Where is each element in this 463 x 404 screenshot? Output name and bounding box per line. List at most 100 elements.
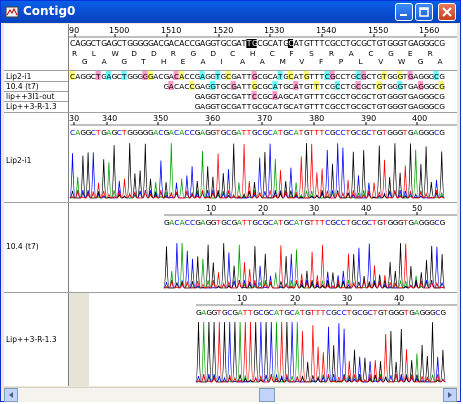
base-call: G <box>164 128 170 137</box>
read-base: G <box>283 82 289 91</box>
read-base: T <box>215 72 221 81</box>
read-base: T <box>246 102 252 111</box>
trace-label-lip2-i1[interactable]: Lip2-i1 <box>6 156 32 165</box>
aa-letter: A <box>260 57 265 66</box>
base-call: G <box>252 218 258 227</box>
scroll-right-button[interactable] <box>443 388 457 402</box>
trace-label-lip3-r[interactable]: Lip++3-R-1.3 <box>6 335 57 344</box>
consensus-base: G <box>205 39 211 48</box>
read-base: T <box>345 92 351 101</box>
trace-channel-A <box>69 143 445 199</box>
trace-label-10-4-t7[interactable]: 10.4 (t7) <box>6 242 39 251</box>
consensus-base: G <box>80 39 86 48</box>
scroll-left-button[interactable] <box>4 388 18 402</box>
base-highlight <box>272 91 278 100</box>
consensus-base: T <box>402 39 408 48</box>
trace-channel-T <box>163 243 445 289</box>
maximize-button[interactable] <box>415 3 433 21</box>
read-base: C <box>356 72 361 81</box>
base-call: T <box>309 218 315 227</box>
read-base: G <box>210 92 216 101</box>
separator <box>4 292 457 293</box>
read-base: C <box>335 72 340 81</box>
base-call: G <box>80 128 86 137</box>
consensus-base: G <box>429 39 435 48</box>
consensus-base: G <box>210 39 216 48</box>
close-button[interactable] <box>438 3 456 21</box>
base-call: G <box>86 128 92 137</box>
base-call: G <box>377 128 383 137</box>
read-base: G <box>387 102 393 111</box>
base-call: C <box>258 218 263 227</box>
read-base: C <box>190 72 195 81</box>
title-bar[interactable]: Contig0 <box>1 1 460 23</box>
consensus-base: C <box>268 39 273 48</box>
read-base: C <box>434 92 439 101</box>
base-call: C <box>289 218 294 227</box>
read-base: T <box>215 82 221 91</box>
read-base: G <box>205 102 211 111</box>
base-call: A <box>274 308 279 317</box>
read-base: T <box>402 82 408 91</box>
read-base: T <box>121 72 127 81</box>
consensus-base: G <box>112 39 118 48</box>
scroll-thumb[interactable] <box>259 388 275 402</box>
chromatogram-10-4-t7[interactable]: 10 20 30 40 50G A C A C C G A G G T G C G A T T G C G C A T G C A T G T T… <box>69 203 457 292</box>
chromatogram-lip3-r[interactable]: 10 20 30 40G A G G T G C G A T T G C G C A T G C A T G T T T C G C C T G C… <box>69 293 457 386</box>
read-base: G <box>262 72 268 81</box>
trace-ruler-label: 20 <box>258 204 268 213</box>
consensus-base: C <box>184 39 189 48</box>
read-base: T <box>319 82 325 91</box>
base-call: G <box>196 308 202 317</box>
row-label-lip3i1-out[interactable]: lip++3I1-out <box>6 92 55 101</box>
base-call: G <box>362 218 368 227</box>
contig-editor[interactable]: Lip2-i1 10.4 (t7) lip++3I1-out Lip++3-R-… <box>4 24 457 386</box>
read-base: G <box>398 92 404 101</box>
read-base: C <box>252 92 257 101</box>
base-call: G <box>419 218 425 227</box>
base-call: A <box>201 308 206 317</box>
minimize-button[interactable] <box>395 3 413 21</box>
consensus-base: C <box>91 39 96 48</box>
consensus-base: T <box>215 39 221 48</box>
consensus-base: G <box>283 39 289 48</box>
consensus-base: G <box>86 39 92 48</box>
row-label-10-4-t7[interactable]: 10.4 (t7) <box>6 82 39 91</box>
read-base: G <box>387 92 393 101</box>
read-base: C <box>340 82 345 91</box>
horizontal-scrollbar[interactable] <box>4 387 457 402</box>
trace-ruler-label: 350 <box>153 114 168 123</box>
base-call: G <box>361 128 367 137</box>
base-call: C <box>269 308 274 317</box>
base-call: G <box>440 218 446 227</box>
consensus-base: G <box>252 39 258 48</box>
base-call: T <box>313 128 319 137</box>
read-base: C <box>268 72 273 81</box>
base-call: A <box>273 218 278 227</box>
read-base: T <box>308 102 314 111</box>
consensus-base: T <box>371 39 377 48</box>
read-base: G <box>424 72 430 81</box>
base-highlight <box>189 81 195 90</box>
read-base: C <box>257 72 262 81</box>
base-call: G <box>221 218 227 227</box>
trace-ruler-label: 10 <box>206 204 216 213</box>
consensus-base: G <box>262 39 268 48</box>
read-base: T <box>402 102 408 111</box>
row-label-lip3-r[interactable]: Lip++3-R-1.3 <box>6 102 57 111</box>
row-label-lip2-i1[interactable]: Lip2-i1 <box>6 72 32 81</box>
read-base: A <box>413 82 418 91</box>
read-base: T <box>246 82 252 91</box>
read-base: G <box>387 72 393 81</box>
aa-letter: A <box>200 57 205 66</box>
read-base: C <box>288 82 293 91</box>
read-base: G <box>304 72 310 81</box>
base-call: G <box>143 128 149 137</box>
consensus-base: G <box>231 39 237 48</box>
base-call: C <box>226 218 231 227</box>
read-base: C <box>288 72 293 81</box>
trace-ruler-label: 370 <box>257 114 272 123</box>
base-call: G <box>399 308 405 317</box>
